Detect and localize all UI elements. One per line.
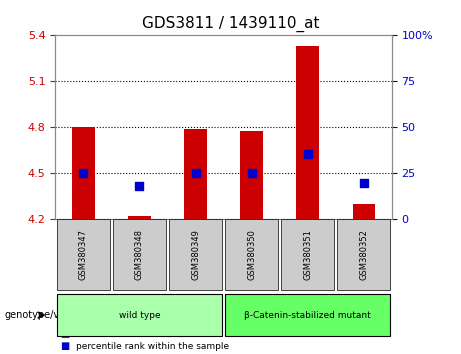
Text: GSM380349: GSM380349: [191, 229, 200, 280]
Point: [192, 171, 199, 176]
Text: GSM380352: GSM380352: [359, 229, 368, 280]
Point: [248, 171, 255, 176]
Point: [360, 180, 367, 185]
Point: [80, 171, 87, 176]
Text: GSM380348: GSM380348: [135, 229, 144, 280]
Text: ■: ■: [60, 341, 69, 351]
Text: genotype/variation: genotype/variation: [5, 310, 97, 320]
Text: percentile rank within the sample: percentile rank within the sample: [76, 342, 229, 351]
Text: wild type: wild type: [118, 310, 160, 320]
Text: ■: ■: [60, 329, 69, 339]
Point: [136, 183, 143, 189]
Bar: [128, 216, 151, 219]
Text: GSM380350: GSM380350: [247, 229, 256, 280]
Text: transformed count: transformed count: [76, 329, 160, 338]
Bar: [184, 129, 207, 219]
Point: [304, 151, 312, 156]
Bar: [353, 204, 375, 219]
Text: GSM380347: GSM380347: [79, 229, 88, 280]
Text: GSM380351: GSM380351: [303, 229, 312, 280]
Text: GDS3811 / 1439110_at: GDS3811 / 1439110_at: [142, 16, 319, 32]
Text: β-Catenin-stabilized mutant: β-Catenin-stabilized mutant: [244, 310, 371, 320]
Bar: [72, 127, 95, 219]
Bar: [241, 131, 263, 219]
Bar: [296, 46, 319, 219]
